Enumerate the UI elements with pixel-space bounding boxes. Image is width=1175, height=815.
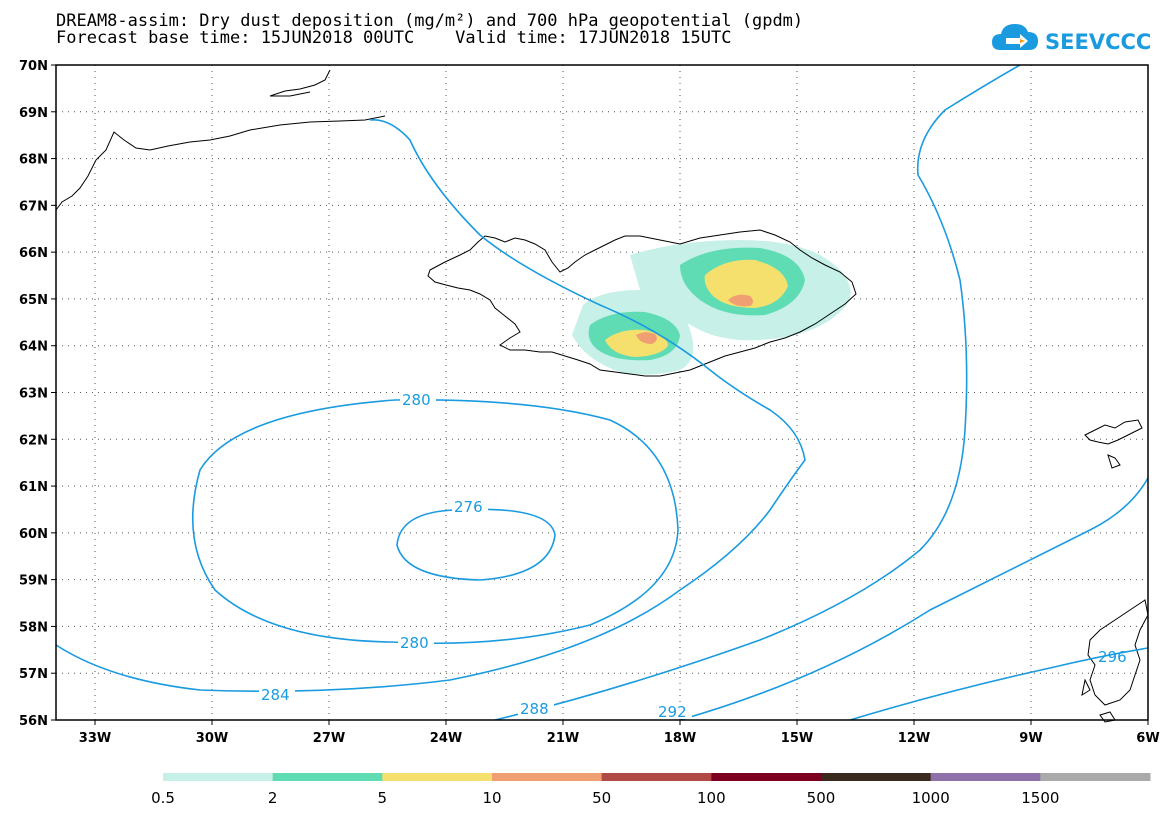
lon-tick-label: 21W: [547, 731, 579, 746]
colorbar-label: 1500: [1021, 789, 1059, 807]
graticule: [56, 65, 1148, 720]
colorbar-label: 2: [268, 789, 278, 807]
colorbar-label: 100: [697, 789, 726, 807]
lat-tick-label: 56N: [19, 714, 48, 729]
contour-labels: 280 276 280 284 288 292 296: [259, 391, 1127, 721]
colorbar-label: 1000: [912, 789, 950, 807]
map-title: DREAM8-assim: Dry dust deposition (mg/m²…: [56, 11, 804, 31]
forecast-times: Forecast base time: 15JUN2018 00UTC Vali…: [56, 28, 732, 48]
lat-tick-label: 64N: [19, 340, 48, 355]
lat-tick-label: 68N: [19, 153, 48, 168]
contour-label-288: 288: [520, 700, 549, 718]
lon-tick-label: 12W: [898, 731, 930, 746]
lon-tick-label: 30W: [196, 731, 228, 746]
contour-label-292: 292: [658, 703, 687, 721]
lon-tick-label: 15W: [781, 731, 813, 746]
lon-tick-label: 24W: [430, 731, 462, 746]
lon-tick-label: 27W: [313, 731, 345, 746]
contour-label-296: 296: [1098, 648, 1127, 666]
lat-tick-label: 70N: [19, 59, 48, 74]
lat-tick-label: 67N: [19, 199, 48, 214]
colorbar-label: 5: [378, 789, 388, 807]
lat-tick-label: 61N: [19, 480, 48, 495]
lat-tick-label: 59N: [19, 574, 48, 589]
coastlines: [55, 69, 1149, 723]
seevccc-logo: SEEVCCC: [992, 24, 1151, 54]
colorbar-swatch: [711, 773, 822, 781]
logo-text: SEEVCCC: [1045, 30, 1151, 54]
lon-tick-label: 6W: [1136, 731, 1159, 746]
contour-label-280-top: 280: [402, 391, 431, 409]
colorbar-swatch: [601, 773, 712, 781]
contour-label-284: 284: [261, 686, 290, 704]
colorbar-label: 0.5: [151, 789, 175, 807]
lat-tick-label: 57N: [19, 667, 48, 682]
colorbar-label: 50: [592, 789, 611, 807]
colorbar: 0.5 2 5 10 50 100 500 1000 1500: [151, 773, 1151, 807]
geopotential-contours: [55, 64, 1149, 721]
lat-tick-label: 58N: [19, 620, 48, 635]
colorbar-swatch: [492, 773, 603, 781]
lat-tick-label: 60N: [19, 527, 48, 542]
colorbar-swatch: [821, 773, 932, 781]
latitude-axis: 70N 69N 68N 67N 66N 65N 64N 63N 62N 61N 60N 59N 58N 5…: [19, 59, 56, 729]
colorbar-swatch: [1040, 773, 1151, 781]
colorbar-swatch: [272, 773, 383, 781]
colorbar-swatch: [930, 773, 1041, 781]
lat-tick-label: 66N: [19, 246, 48, 261]
lon-tick-label: 18W: [664, 731, 696, 746]
lon-tick-label: 33W: [79, 731, 111, 746]
colorbar-label: 500: [807, 789, 836, 807]
lat-tick-label: 63N: [19, 387, 48, 402]
lat-tick-label: 69N: [19, 106, 48, 121]
lat-tick-label: 65N: [19, 293, 48, 308]
lat-tick-label: 62N: [19, 433, 48, 448]
cloud-arrow-icon: [992, 24, 1038, 50]
lon-tick-label: 9W: [1019, 731, 1042, 746]
colorbar-swatch: [163, 773, 274, 781]
contour-label-276: 276: [454, 498, 483, 516]
colorbar-swatch: [382, 773, 493, 781]
longitude-axis: 33W 30W 27W 24W 21W 18W 15W 12W 9W 6W: [79, 720, 1160, 746]
colorbar-label: 10: [482, 789, 501, 807]
dust-deposition-shading: [572, 240, 851, 375]
contour-label-280-bottom: 280: [400, 634, 429, 652]
